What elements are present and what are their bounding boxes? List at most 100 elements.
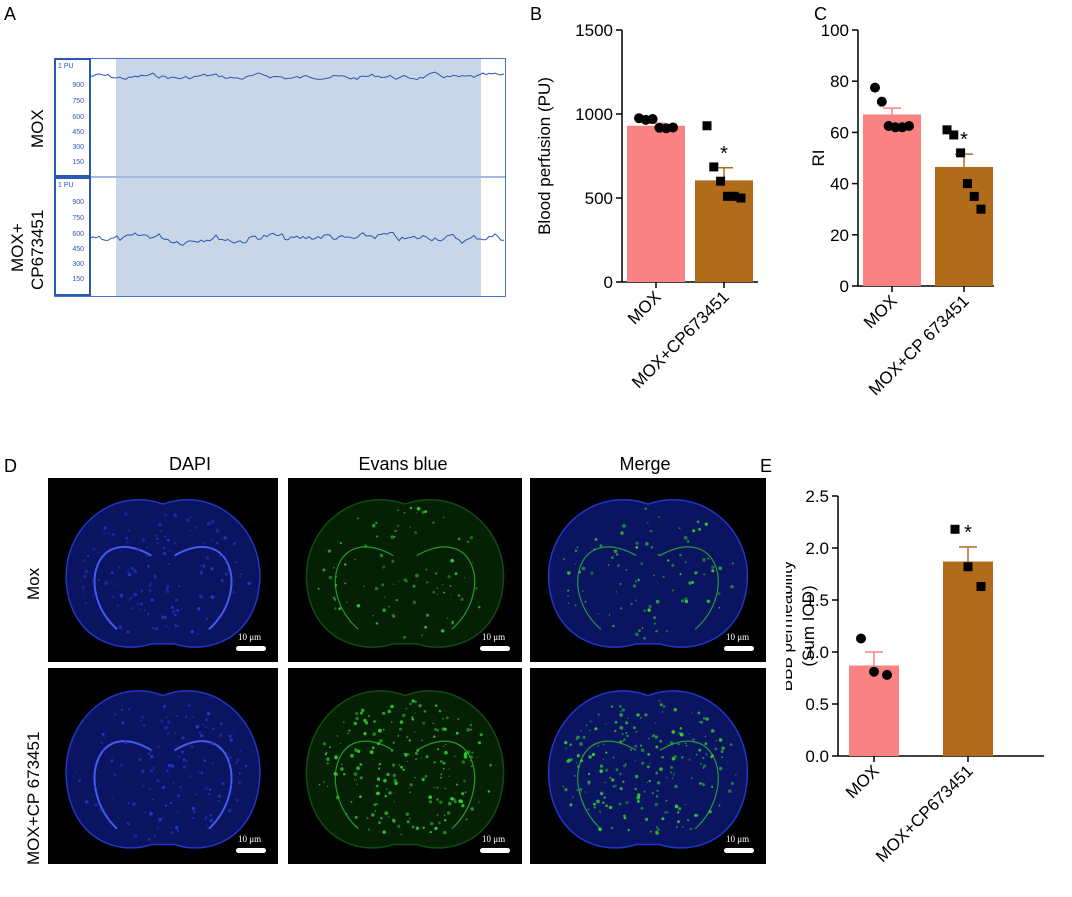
fluorescence-dot [399, 720, 404, 724]
fluorescence-dot [700, 720, 704, 724]
fluorescence-dot [166, 587, 169, 590]
fluorescence-dot [398, 764, 400, 766]
fluorescence-dot [647, 608, 651, 612]
fluorescence-dot [442, 584, 444, 586]
fluorescence-dot [120, 551, 123, 553]
fluorescence-dot [414, 712, 416, 714]
fluorescence-dot [650, 545, 654, 549]
fluorescence-dot [697, 711, 701, 715]
fluorescence-dot [687, 819, 690, 822]
y-tick-label: 60 [830, 123, 849, 142]
brain-outline [547, 690, 749, 849]
fluorescence-dot [158, 817, 162, 822]
data-point [976, 204, 986, 214]
fluorescence-dot [136, 824, 139, 827]
fluorescence-dot [675, 804, 678, 807]
fluorescence-dot [225, 559, 229, 562]
fluorescence-dot [576, 762, 578, 764]
fluorescence-dot [655, 630, 658, 633]
fluorescence-dot [130, 566, 134, 570]
fluorescence-dot [390, 749, 393, 752]
fluorescence-dot [612, 756, 615, 759]
fluorescence-dot [438, 709, 442, 713]
fluorescence-dot [235, 561, 238, 564]
y-tick-label: 1000 [575, 105, 613, 124]
fluorescence-dot [647, 753, 651, 756]
brain-outline [305, 690, 505, 849]
fluorescence-dot [599, 764, 604, 768]
fluorescence-dot [653, 574, 655, 576]
fluorescence-dot [387, 816, 390, 818]
fluorescence-dot [711, 754, 714, 757]
fluorescence-dot [338, 607, 342, 611]
fluorescence-dot [625, 721, 629, 725]
fluorescence-dot [453, 755, 456, 758]
fluorescence-dot [368, 715, 370, 717]
fluorescence-dot [392, 705, 394, 708]
fluorescence-dot [202, 723, 205, 726]
data-point [904, 121, 914, 131]
fluorescence-dot [582, 735, 586, 739]
fluorescence-dot [665, 776, 668, 779]
fluorescence-dot [645, 542, 649, 546]
fluorescence-dot [164, 725, 168, 730]
fluorescence-dot [677, 743, 680, 746]
fluorescence-dot [382, 608, 386, 612]
fluorescence-dot [403, 578, 407, 582]
fluorescence-dot [432, 722, 434, 725]
fluorescence-dot [704, 522, 708, 526]
trace-axis-box-bottom [54, 177, 91, 296]
y-tick-label: 100 [821, 21, 849, 40]
fluorescence-dot [384, 596, 386, 598]
fluorescence-dot [108, 547, 111, 550]
fluorescence-dot [449, 585, 452, 587]
bar [627, 125, 685, 282]
hippocampus-arc [577, 546, 637, 630]
fluorescence-dot [182, 758, 186, 762]
fluorescence-dot [634, 580, 637, 583]
fluorescence-dot [429, 831, 432, 834]
data-point [716, 176, 726, 186]
fluorescence-dot [118, 566, 121, 569]
fluorescence-dot [702, 558, 706, 562]
fluorescence-dot [182, 765, 186, 769]
fluorescence-dot [175, 826, 179, 830]
fluorescence-dot [434, 826, 438, 830]
fluorescence-dot [655, 599, 660, 604]
fluorescence-dot [156, 542, 160, 545]
fluorescence-dot [457, 718, 460, 721]
trace-ticks-bottom: 900 750 600 450 300 150 [72, 199, 84, 283]
fluorescence-dot [155, 534, 158, 537]
fluorescence-dot [679, 573, 682, 576]
fluorescence-dot [359, 776, 363, 780]
data-point [950, 524, 960, 534]
fluorescence-dot [177, 755, 180, 758]
fluorescence-dot [359, 763, 363, 766]
fluorescence-dot [463, 755, 468, 759]
fluorescence-dot [448, 802, 452, 806]
fluorescence-dot [662, 575, 665, 578]
fluorescence-dot [416, 749, 420, 753]
trace-tick-label: 750 [72, 98, 84, 105]
perfusion-trace-mox [90, 71, 505, 81]
fluorescence-dot [632, 584, 637, 588]
fluorescence-dot [190, 745, 194, 749]
fluorescence-dot [235, 798, 239, 802]
fluorescence-dot [343, 773, 346, 776]
fluorescence-dot [607, 564, 610, 566]
fluorescence-dot [619, 772, 622, 776]
fluorescence-dot [478, 741, 481, 745]
fluorescence-dot [688, 733, 690, 735]
fluorescence-dot [617, 564, 620, 567]
fluorescence-dot [489, 763, 492, 767]
fluorescence-dot [448, 801, 450, 803]
fluorescence-dot [589, 720, 592, 723]
fluorescence-dot [164, 535, 167, 538]
fluorescence-dot [640, 748, 645, 752]
data-point [963, 562, 973, 572]
fluorescence-dot [448, 775, 451, 777]
scale-bar-label: 10 μm [238, 632, 262, 642]
fluorescence-dot [397, 524, 400, 527]
fluorescence-dot [603, 796, 606, 799]
fluorescence-dot [198, 731, 201, 734]
